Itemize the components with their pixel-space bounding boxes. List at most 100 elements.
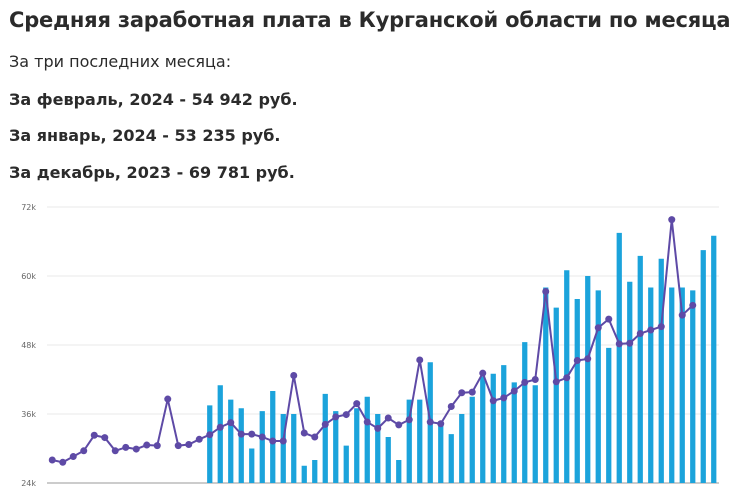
bar (448, 434, 454, 483)
bar (259, 411, 265, 483)
line-point (290, 371, 298, 379)
line-point (521, 378, 529, 386)
line-point (342, 411, 350, 419)
line-point (489, 397, 497, 405)
line-point (59, 458, 67, 466)
line-point (552, 378, 560, 386)
bar (228, 399, 234, 483)
line-point (584, 355, 592, 363)
bar (322, 393, 328, 483)
line-point (300, 429, 308, 437)
line-point (311, 433, 319, 441)
bar (249, 448, 255, 483)
line-point (269, 437, 277, 445)
line-point (206, 431, 214, 439)
line-point (195, 435, 203, 443)
bar (690, 290, 696, 483)
line-point (594, 324, 602, 332)
bar (396, 460, 402, 483)
bar (343, 445, 349, 483)
line-point (174, 442, 182, 450)
line-point (500, 394, 508, 402)
line-point (69, 453, 77, 461)
bar (553, 307, 559, 483)
y-tick-label: 48k (21, 341, 36, 350)
line-point (458, 389, 466, 397)
line-point (689, 301, 697, 309)
bar (469, 396, 475, 483)
bar (207, 405, 213, 483)
summary-line-january: За январь, 2024 - 53 235 руб. (9, 126, 281, 145)
bar (511, 382, 517, 483)
line-point (416, 356, 424, 364)
salary-chart: 24k 36k 48k 60k 72k (21, 203, 719, 488)
line-point (164, 395, 172, 403)
bar (385, 437, 391, 483)
line-point (80, 447, 88, 455)
bar (574, 299, 580, 483)
line-point (248, 430, 256, 438)
line-point (636, 330, 644, 337)
bar (238, 408, 244, 483)
line-point (657, 323, 665, 331)
line-point (143, 441, 151, 449)
bar (669, 287, 675, 483)
line-point (573, 357, 581, 365)
line-point (321, 420, 329, 428)
line-series (48, 216, 697, 466)
line-point (216, 423, 224, 431)
bar-series (207, 232, 717, 483)
line-point (542, 288, 550, 296)
line-point (279, 437, 287, 445)
line-point (437, 420, 445, 428)
line-point (237, 430, 245, 438)
line-point (153, 442, 161, 450)
chart-subtitle: За три последних месяца: (9, 52, 232, 71)
bar (406, 399, 412, 483)
bar (217, 385, 223, 483)
y-tick-label: 24k (21, 479, 36, 488)
bar (333, 411, 339, 483)
line-point (468, 388, 476, 396)
line-point (111, 447, 119, 455)
line-point (332, 413, 340, 421)
y-tick-label: 72k (21, 203, 36, 212)
bar (438, 425, 444, 483)
bar (291, 414, 297, 483)
line-point (227, 419, 235, 427)
bar (637, 255, 643, 483)
bar (711, 235, 717, 483)
y-tick-label: 60k (21, 272, 36, 281)
bar (312, 460, 318, 483)
bar (532, 385, 538, 483)
bar (606, 347, 612, 483)
line-point (363, 418, 371, 426)
line-point (90, 431, 98, 439)
chart-title: Средняя заработная плата в Курганской об… (9, 8, 731, 32)
bar (354, 408, 360, 483)
bar (679, 287, 685, 483)
bar (459, 414, 465, 483)
line-point (101, 434, 109, 442)
bar (658, 258, 664, 483)
summary-line-december: За декабрь, 2023 - 69 781 руб. (9, 163, 295, 182)
line-point (405, 416, 413, 424)
line-point (395, 421, 403, 429)
bar (480, 376, 486, 483)
bar (627, 281, 633, 483)
bar (375, 414, 381, 483)
bar (270, 391, 276, 483)
bar (616, 232, 622, 483)
summary-line-february: За февраль, 2024 - 54 942 руб. (9, 90, 298, 109)
bar (490, 373, 496, 483)
line-point (531, 376, 539, 383)
line-point (626, 339, 634, 347)
y-tick-label: 36k (21, 410, 36, 419)
line-point (510, 387, 518, 395)
bar (522, 342, 528, 483)
line-point (374, 424, 382, 432)
bar (585, 276, 591, 483)
line-point (563, 374, 571, 382)
bar (501, 365, 507, 483)
line-point (132, 445, 140, 453)
